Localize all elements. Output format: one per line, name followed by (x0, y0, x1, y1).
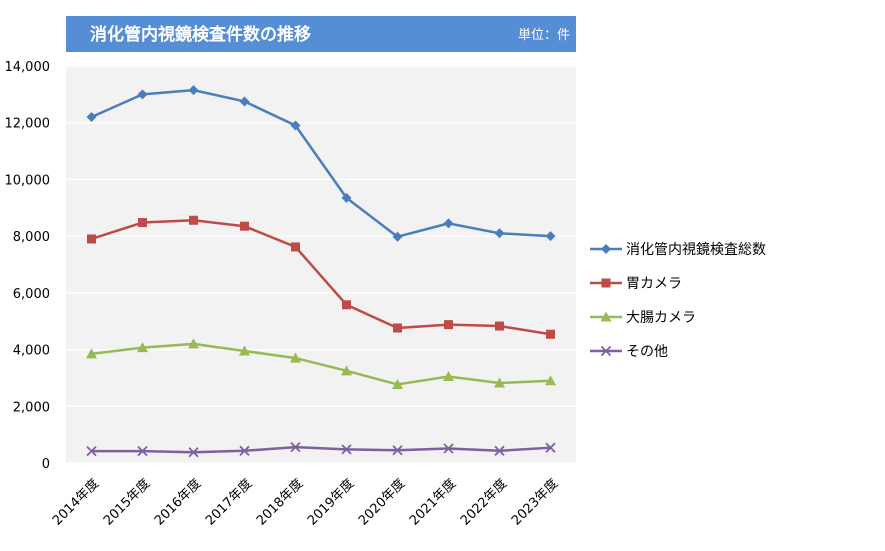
y-tick-label: 10,000 (5, 173, 51, 188)
data-point (443, 218, 454, 229)
data-point (494, 445, 505, 456)
legend-item: 大腸カメラ (590, 310, 696, 326)
x-tick-label: 2016年度 (151, 476, 204, 529)
data-point (443, 443, 454, 454)
x-tick-label: 2017年度 (202, 476, 255, 529)
series-line (90, 88, 551, 238)
data-point (240, 221, 249, 231)
series-4 (86, 441, 556, 458)
x-tick-label: 2014年度 (49, 476, 102, 529)
series-2 (87, 215, 555, 339)
data-point (188, 85, 199, 96)
data-point (189, 215, 198, 225)
y-tick-label: 0 (42, 457, 50, 472)
data-point (341, 192, 352, 203)
legend-label: その他 (626, 344, 668, 360)
x-tick-label: 2023年度 (508, 476, 561, 529)
y-tick-label: 12,000 (5, 117, 51, 132)
data-point (239, 96, 250, 107)
x-axis-ticks: 2014年度2015年度2016年度2017年度2018年度2019年度2020… (49, 476, 561, 529)
legend-item: その他 (590, 344, 668, 360)
data-point (341, 444, 352, 455)
series-line (91, 219, 551, 336)
data-point (545, 231, 556, 242)
data-point (137, 89, 148, 100)
data-point (392, 378, 403, 389)
data-point (341, 365, 352, 376)
series-line (91, 342, 551, 386)
data-point (545, 442, 556, 453)
gridlines (66, 65, 576, 464)
title-bar (66, 16, 576, 52)
x-tick-label: 2021年度 (406, 476, 459, 529)
y-tick-label: 14,000 (5, 60, 51, 75)
data-point (87, 234, 96, 244)
data-point (393, 323, 402, 333)
y-axis-ticks: 0 2,000 4,000 6,000 8,000 10,000 12,000 14,000 (5, 60, 51, 472)
legend-item: 胃カメラ (590, 276, 682, 292)
data-point (188, 447, 199, 458)
legend-marker (601, 244, 611, 254)
series-3 (86, 338, 556, 389)
data-point (545, 375, 556, 386)
x-tick-label: 2022年度 (457, 476, 510, 529)
data-point (239, 345, 250, 356)
legend-label: 消化管内視鏡検査総数 (626, 242, 766, 258)
legend-marker (600, 311, 612, 322)
x-tick-label: 2015年度 (100, 476, 153, 529)
data-point (239, 445, 250, 456)
y-tick-label: 2,000 (13, 400, 50, 415)
data-point (495, 321, 504, 331)
data-point (86, 112, 97, 123)
data-point (392, 445, 403, 456)
data-point (290, 352, 301, 363)
data-point (494, 228, 505, 239)
data-point (443, 371, 454, 382)
series-group (86, 85, 556, 458)
data-point (494, 377, 505, 388)
data-point (137, 445, 148, 457)
data-point (546, 329, 555, 339)
x-tick-label: 2018年度 (253, 476, 306, 529)
data-point (291, 242, 300, 252)
data-point (188, 338, 199, 349)
data-point (86, 348, 97, 359)
plot-area (66, 66, 576, 463)
legend-label: 大腸カメラ (626, 310, 696, 326)
legend-item: 消化管内視鏡検査総数 (590, 242, 766, 258)
chart-title: 消化管内視鏡検査件数の推移 (90, 24, 311, 45)
data-point (444, 320, 453, 330)
data-point (290, 441, 301, 453)
data-point (290, 120, 301, 131)
data-point (392, 231, 403, 242)
data-point (137, 342, 148, 353)
data-point (138, 218, 147, 228)
legend-marker (601, 278, 611, 288)
unit-label: 単位：件 (518, 27, 570, 43)
series-1 (86, 85, 556, 242)
series-line (91, 445, 551, 454)
legend-label: 胃カメラ (626, 276, 682, 292)
x-tick-label: 2020年度 (355, 476, 408, 529)
y-tick-label: 8,000 (13, 230, 50, 245)
data-point (86, 445, 97, 457)
y-tick-label: 6,000 (13, 287, 50, 302)
data-point (342, 300, 351, 310)
x-tick-label: 2019年度 (304, 476, 357, 529)
y-tick-label: 4,000 (13, 344, 50, 359)
legend-marker (600, 345, 612, 357)
